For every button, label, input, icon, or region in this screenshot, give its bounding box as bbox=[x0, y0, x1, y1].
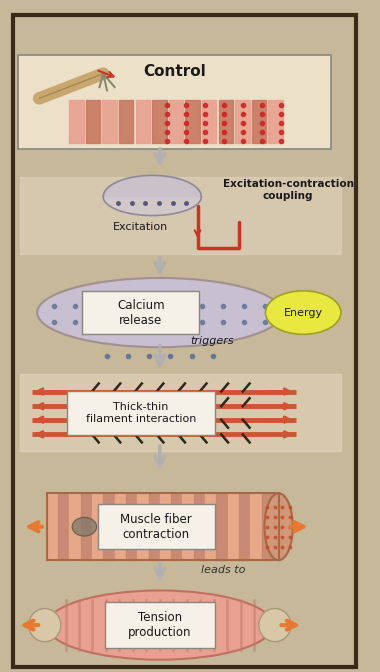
Text: Control: Control bbox=[144, 64, 206, 79]
Ellipse shape bbox=[72, 517, 97, 536]
FancyBboxPatch shape bbox=[18, 55, 331, 149]
Bar bbox=[47, 493, 279, 560]
Ellipse shape bbox=[29, 609, 61, 642]
Text: Energy: Energy bbox=[283, 308, 323, 318]
Ellipse shape bbox=[264, 493, 293, 560]
FancyBboxPatch shape bbox=[67, 391, 215, 435]
FancyBboxPatch shape bbox=[82, 291, 200, 335]
Text: Muscle fiber
contraction: Muscle fiber contraction bbox=[120, 513, 192, 541]
Text: Calcium
release: Calcium release bbox=[117, 298, 165, 327]
FancyBboxPatch shape bbox=[105, 602, 215, 648]
Text: Thick-thin
filament interaction: Thick-thin filament interaction bbox=[86, 402, 196, 424]
Text: Tension
production: Tension production bbox=[128, 611, 192, 639]
Ellipse shape bbox=[37, 278, 282, 347]
FancyBboxPatch shape bbox=[98, 504, 215, 550]
Ellipse shape bbox=[47, 591, 273, 660]
Ellipse shape bbox=[178, 517, 202, 536]
Text: leads to: leads to bbox=[201, 565, 246, 575]
Ellipse shape bbox=[266, 291, 341, 335]
Ellipse shape bbox=[259, 609, 291, 642]
Text: Excitation: Excitation bbox=[113, 222, 169, 233]
Text: Excitation-contraction
coupling: Excitation-contraction coupling bbox=[223, 179, 353, 201]
Text: triggers: triggers bbox=[190, 336, 234, 345]
